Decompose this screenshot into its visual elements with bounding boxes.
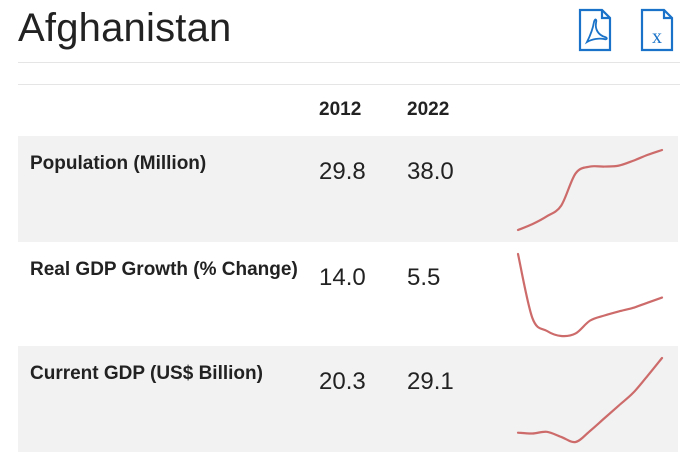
excel-download-button[interactable]: x <box>640 8 674 52</box>
table-row-gdp-growth: Real GDP Growth (% Change) 14.0 5.5 <box>18 242 678 346</box>
population-sparkline <box>516 148 664 232</box>
row-label: Population (Million) <box>30 153 207 174</box>
current-gdp-sparkline <box>516 356 664 444</box>
svg-text:x: x <box>652 26 662 48</box>
value-2012: 14.0 <box>319 264 366 291</box>
value-2022: 29.1 <box>407 368 454 395</box>
value-2012: 20.3 <box>319 368 366 395</box>
year-header-2012: 2012 <box>319 99 362 120</box>
header-divider <box>18 84 680 85</box>
gdp-growth-sparkline <box>516 252 664 338</box>
year-header-2022: 2022 <box>407 99 450 120</box>
excel-icon: x <box>640 8 674 52</box>
table-row-population: Population (Million) 29.8 38.0 <box>18 136 678 242</box>
sparkline-path <box>516 356 664 444</box>
title-divider <box>18 62 680 63</box>
sparkline-path <box>516 252 664 338</box>
value-2022: 38.0 <box>407 158 454 185</box>
value-2022: 5.5 <box>407 264 441 291</box>
page-title: Afghanistan <box>18 6 232 50</box>
row-label: Real GDP Growth (% Change) <box>30 259 298 280</box>
sparkline-path <box>516 148 664 232</box>
pdf-download-button[interactable] <box>578 8 612 52</box>
table-row-current-gdp: Current GDP (US$ Billion) 20.3 29.1 <box>18 346 678 452</box>
row-label: Current GDP (US$ Billion) <box>30 363 263 384</box>
value-2012: 29.8 <box>319 158 366 185</box>
pdf-icon <box>578 8 612 52</box>
